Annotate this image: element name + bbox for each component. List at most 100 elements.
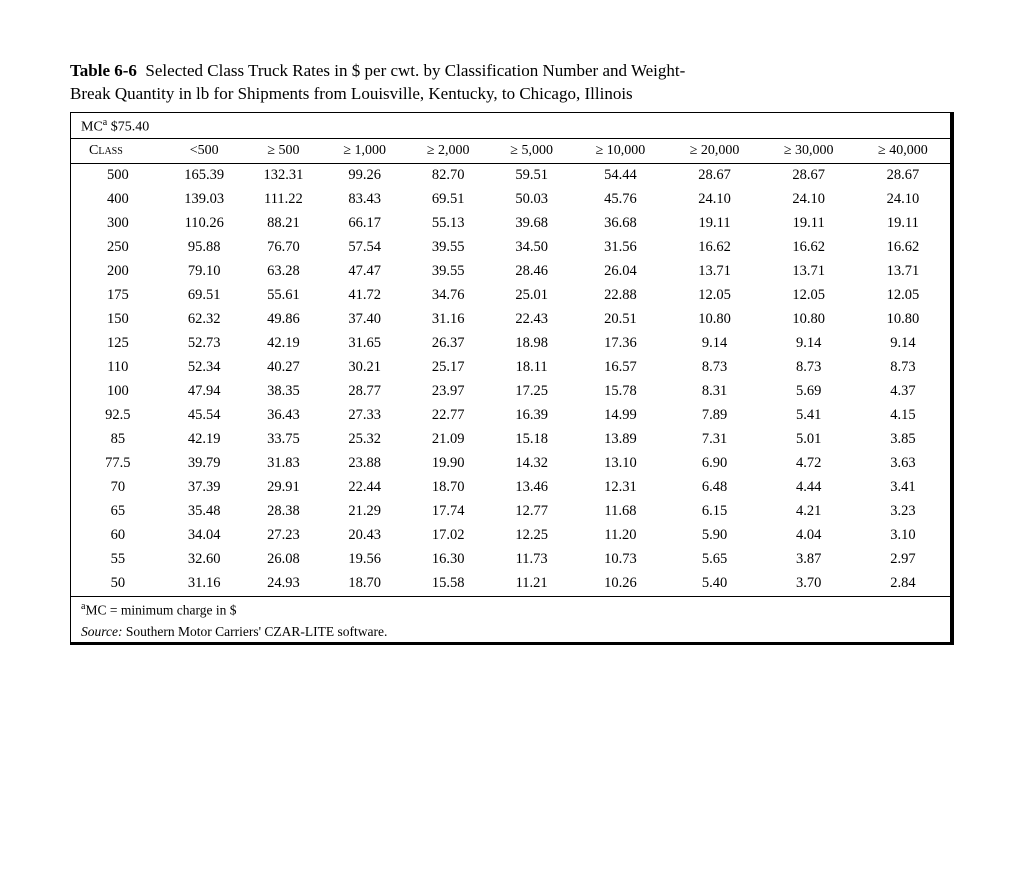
table-row: 6535.4828.3821.2917.7412.7711.686.154.21… <box>71 500 950 524</box>
table-cell: 6.90 <box>668 452 762 476</box>
table-cell: 13.89 <box>573 428 667 452</box>
table-cell: 28.67 <box>668 163 762 188</box>
table-cell: 3.41 <box>856 476 950 500</box>
table-cell: 4.21 <box>762 500 856 524</box>
table-cell: 3.63 <box>856 452 950 476</box>
table-cell: 52.73 <box>165 332 244 356</box>
table-row: 92.545.5436.4327.3322.7716.3914.997.895.… <box>71 404 950 428</box>
col-lt500: <500 <box>165 138 244 163</box>
table-cell: 6.48 <box>668 476 762 500</box>
table-cell: 18.70 <box>323 572 406 597</box>
table-cell: 33.75 <box>244 428 323 452</box>
table-cell: 65 <box>71 500 165 524</box>
table-cell: 400 <box>71 188 165 212</box>
table-cell: 12.31 <box>573 476 667 500</box>
table-cell: 15.58 <box>406 572 489 597</box>
table-cell: 63.28 <box>244 260 323 284</box>
table-cell: 59.51 <box>490 163 573 188</box>
table-row: 77.539.7931.8323.8819.9014.3213.106.904.… <box>71 452 950 476</box>
table-title: Table 6-6 Selected Class Truck Rates in … <box>70 60 954 106</box>
table-cell: 34.04 <box>165 524 244 548</box>
table-cell: 5.69 <box>762 380 856 404</box>
table-cell: 19.11 <box>762 212 856 236</box>
table-cell: 31.83 <box>244 452 323 476</box>
mc-label: MC <box>81 120 103 135</box>
table-row: 8542.1933.7525.3221.0915.1813.897.315.01… <box>71 428 950 452</box>
table-cell: 111.22 <box>244 188 323 212</box>
table-row: 300110.2688.2166.1755.1339.6836.6819.111… <box>71 212 950 236</box>
table-cell: 39.68 <box>490 212 573 236</box>
table-cell: 31.56 <box>573 236 667 260</box>
table-cell: 26.04 <box>573 260 667 284</box>
table-cell: 22.43 <box>490 308 573 332</box>
table-cell: 35.48 <box>165 500 244 524</box>
table-cell: 39.55 <box>406 236 489 260</box>
table-cell: 27.23 <box>244 524 323 548</box>
table-cell: 4.72 <box>762 452 856 476</box>
table-cell: 11.68 <box>573 500 667 524</box>
table-cell: 26.08 <box>244 548 323 572</box>
table-cell: 17.74 <box>406 500 489 524</box>
col-10000: ≥ 10,000 <box>573 138 667 163</box>
table-cell: 19.56 <box>323 548 406 572</box>
table-cell: 25.17 <box>406 356 489 380</box>
table-cell: 24.10 <box>668 188 762 212</box>
table-cell: 165.39 <box>165 163 244 188</box>
table-cell: 19.90 <box>406 452 489 476</box>
table-cell: 17.36 <box>573 332 667 356</box>
table-cell: 4.15 <box>856 404 950 428</box>
table-cell: 21.29 <box>323 500 406 524</box>
table-cell: 4.37 <box>856 380 950 404</box>
table-cell: 22.44 <box>323 476 406 500</box>
table-cell: 175 <box>71 284 165 308</box>
table-cell: 77.5 <box>71 452 165 476</box>
table-cell: 13.71 <box>856 260 950 284</box>
table-cell: 50.03 <box>490 188 573 212</box>
table-cell: 22.88 <box>573 284 667 308</box>
table-cell: 25.32 <box>323 428 406 452</box>
table-cell: 54.44 <box>573 163 667 188</box>
table-cell: 45.54 <box>165 404 244 428</box>
table-cell: 15.18 <box>490 428 573 452</box>
table-cell: 12.05 <box>762 284 856 308</box>
table-cell: 16.30 <box>406 548 489 572</box>
table-cell: 12.05 <box>668 284 762 308</box>
table-row: 25095.8876.7057.5439.5534.5031.5616.6216… <box>71 236 950 260</box>
table-cell: 3.85 <box>856 428 950 452</box>
title-line-1: Selected Class Truck Rates in $ per cwt.… <box>145 61 685 80</box>
table-cell: 5.01 <box>762 428 856 452</box>
table-cell: 25.01 <box>490 284 573 308</box>
table-cell: 16.39 <box>490 404 573 428</box>
table-cell: 3.70 <box>762 572 856 597</box>
table-cell: 15.78 <box>573 380 667 404</box>
col-2000: ≥ 2,000 <box>406 138 489 163</box>
table-cell: 20.51 <box>573 308 667 332</box>
table-cell: 47.94 <box>165 380 244 404</box>
table-cell: 50 <box>71 572 165 597</box>
table-cell: 125 <box>71 332 165 356</box>
table-row: 17569.5155.6141.7234.7625.0122.8812.0512… <box>71 284 950 308</box>
table-cell: 42.19 <box>165 428 244 452</box>
table-cell: 5.41 <box>762 404 856 428</box>
col-500: ≥ 500 <box>244 138 323 163</box>
table-cell: 14.32 <box>490 452 573 476</box>
table-cell: 13.10 <box>573 452 667 476</box>
table-cell: 42.19 <box>244 332 323 356</box>
table-cell: 13.71 <box>668 260 762 284</box>
table-cell: 18.98 <box>490 332 573 356</box>
table-cell: 69.51 <box>165 284 244 308</box>
table-cell: 110.26 <box>165 212 244 236</box>
table-cell: 76.70 <box>244 236 323 260</box>
table-cell: 10.80 <box>762 308 856 332</box>
table-cell: 24.10 <box>762 188 856 212</box>
table-cell: 26.37 <box>406 332 489 356</box>
table-cell: 55.61 <box>244 284 323 308</box>
table-cell: 12.77 <box>490 500 573 524</box>
table-cell: 8.73 <box>762 356 856 380</box>
table-cell: 57.54 <box>323 236 406 260</box>
table-cell: 31.65 <box>323 332 406 356</box>
source-label: Source: <box>81 624 122 639</box>
table-cell: 3.87 <box>762 548 856 572</box>
footnote-mc-label: MC <box>85 602 106 617</box>
footnote-mc: aMC = minimum charge in $ <box>71 596 950 620</box>
